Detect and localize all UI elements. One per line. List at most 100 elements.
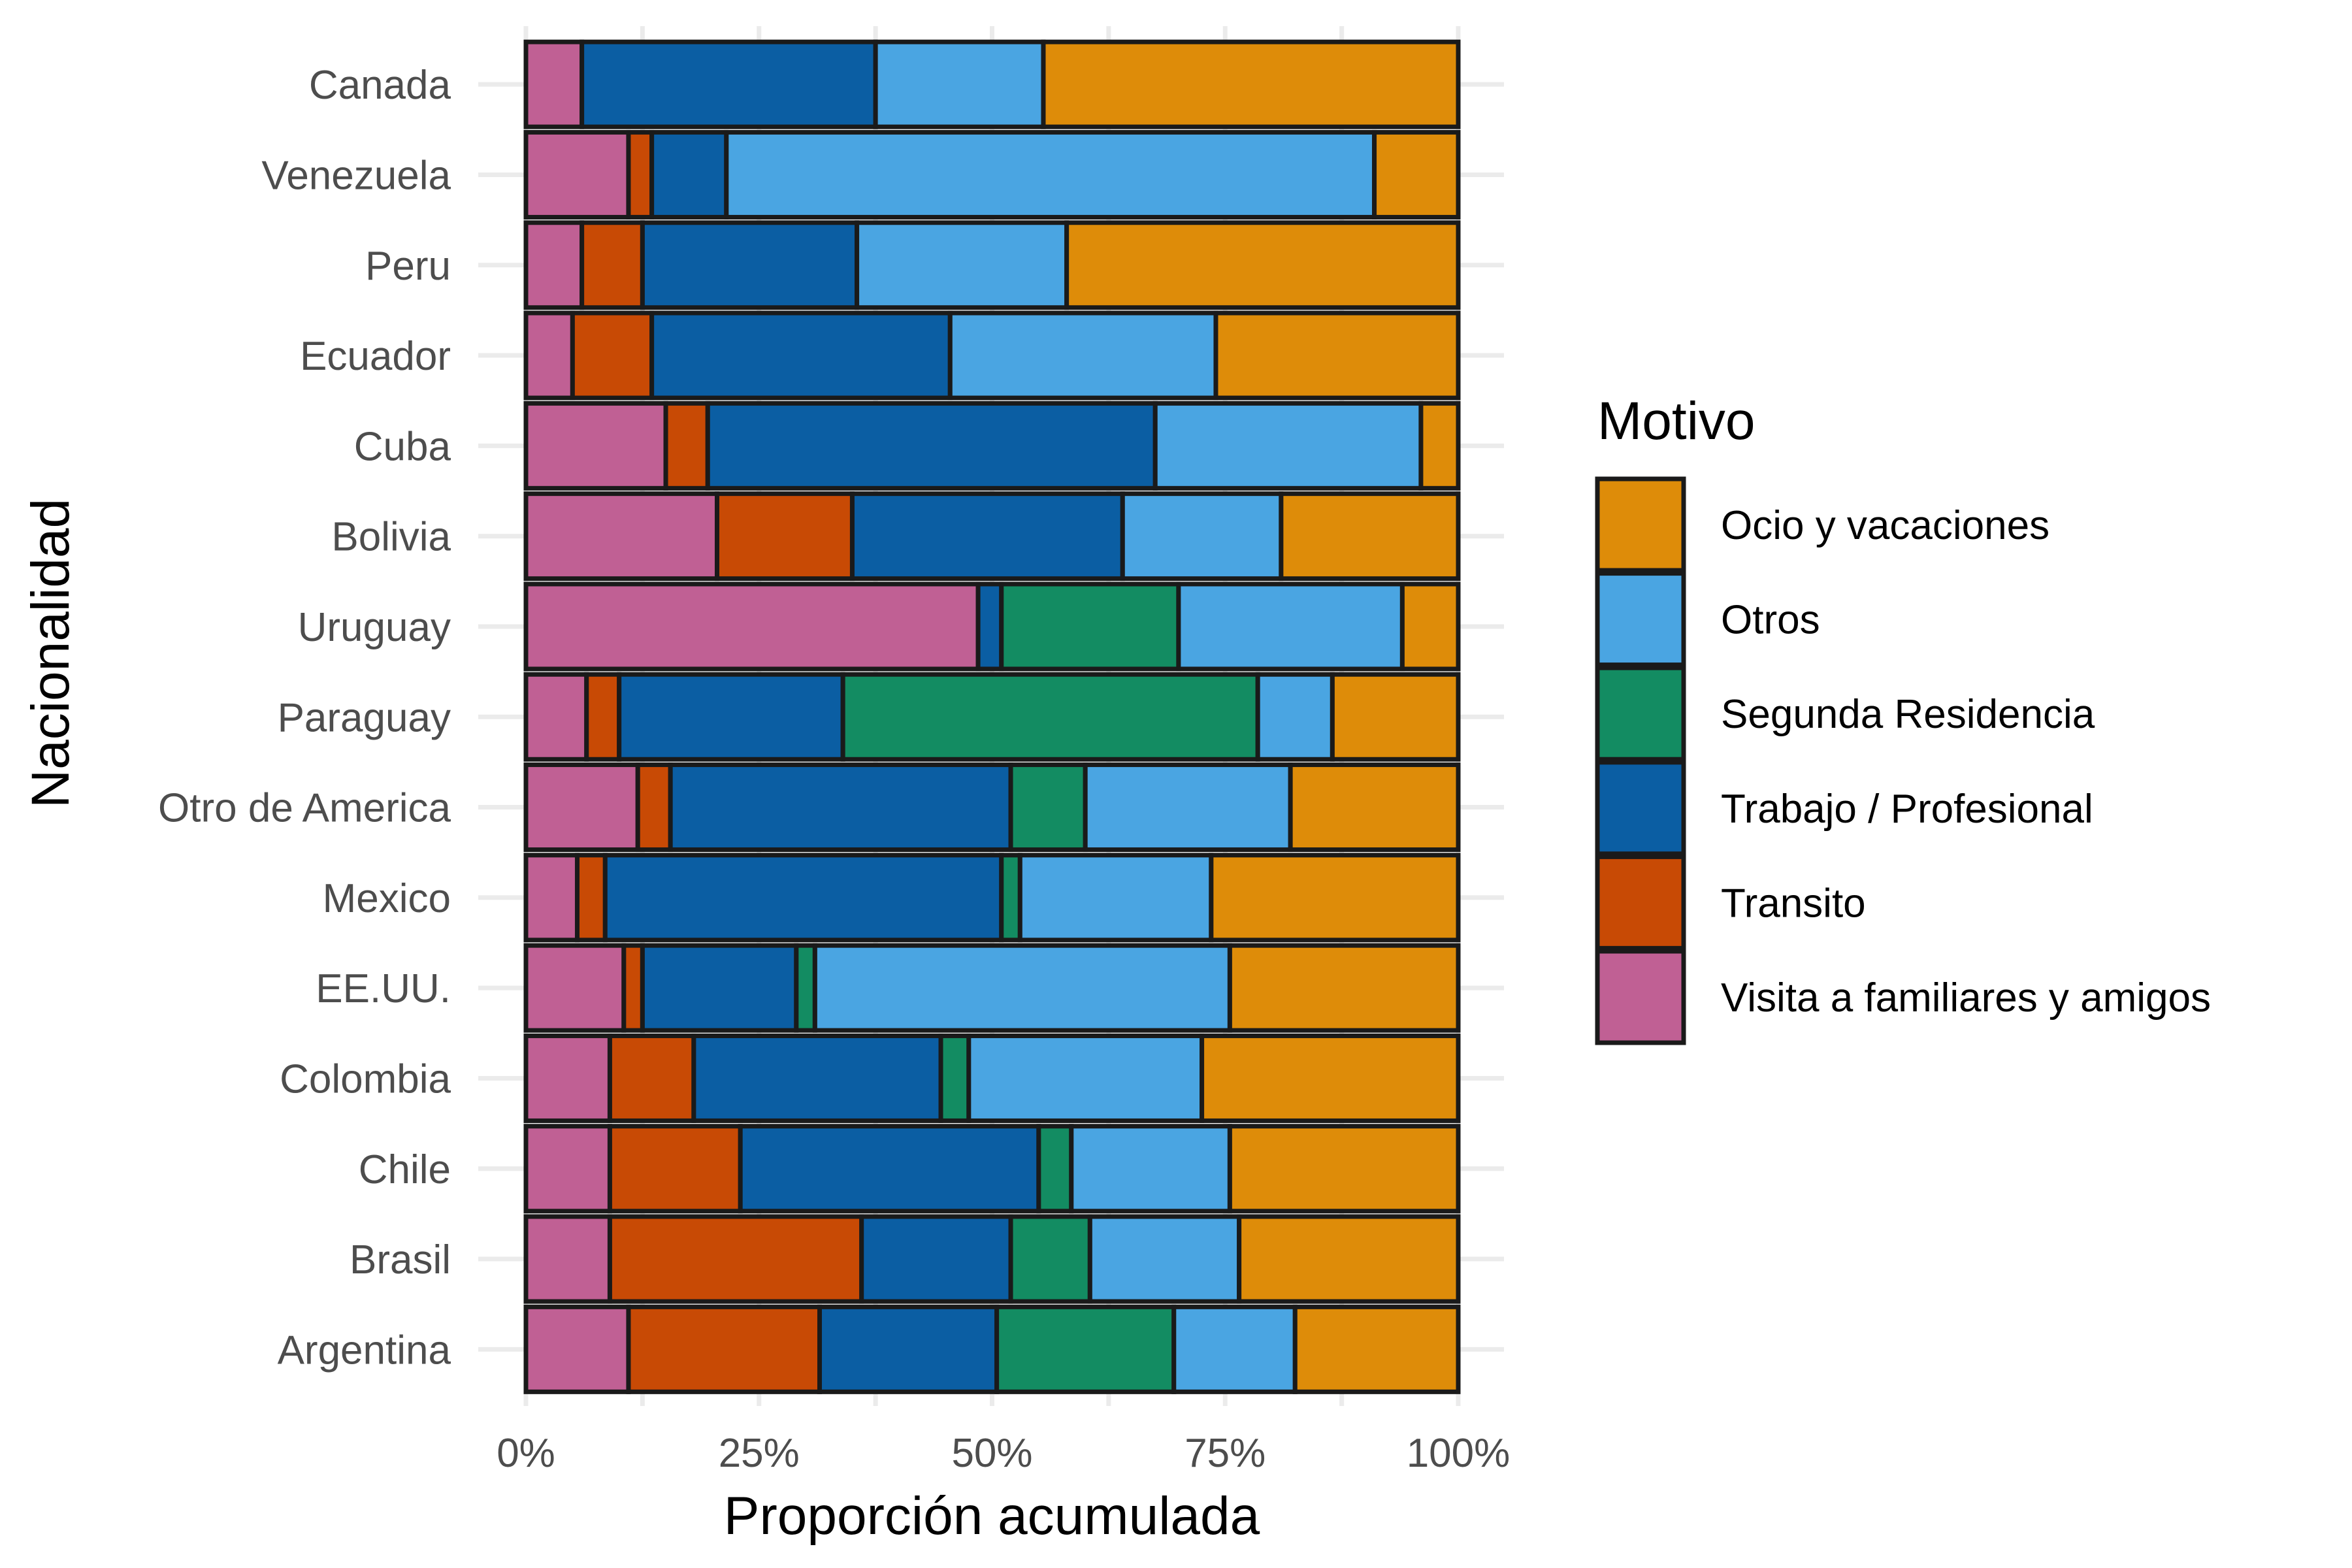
bar-segment: [523, 1033, 612, 1123]
bar-segment: [607, 1033, 696, 1123]
bar-segment: [1292, 1304, 1461, 1394]
bar-segment: [574, 853, 608, 943]
x-tick-label: 25%: [719, 1431, 800, 1476]
bar-segment: [626, 1304, 823, 1394]
y-tick-label: Venezuela: [261, 153, 451, 198]
y-tick-label: Mexico: [323, 876, 451, 921]
bar-segment: [523, 1214, 612, 1304]
bar-segment: [1176, 581, 1405, 672]
bar-segment: [649, 129, 729, 220]
legend: Motivo Ocio y vacaciones Otros Segunda Res…: [1595, 391, 2211, 1045]
bar-segment: [1255, 672, 1335, 762]
bar-segment: [817, 1304, 1000, 1394]
y-tick-label: Otro de America: [158, 786, 451, 831]
bar-segment: [1087, 1214, 1242, 1304]
y-tick-labels: Canada Venezuela Peru Ecuador Cuba Bolivia Uru…: [158, 63, 451, 1373]
bar-segment: [1227, 943, 1461, 1033]
bar-segment: [617, 672, 845, 762]
bar-segment: [621, 943, 645, 1033]
bar-segment: [938, 1033, 972, 1123]
legend-title: Motivo: [1597, 391, 1756, 451]
legend-key: [1595, 949, 1686, 1045]
bar-segment: [584, 672, 622, 762]
bar-segment: [794, 943, 817, 1033]
bar-segment: [523, 129, 631, 220]
y-tick-label: Brasil: [350, 1237, 451, 1282]
bar-segment: [523, 220, 585, 310]
bar-segment: [873, 39, 1046, 129]
bar-segment: [668, 762, 1013, 853]
bar-segment: [523, 762, 640, 853]
bar-segment: [1041, 39, 1461, 129]
bar-segment: [1227, 1124, 1461, 1214]
y-tick-label: Uruguay: [298, 605, 451, 650]
bar-segment: [966, 1033, 1205, 1123]
bar-segment: [607, 1214, 864, 1304]
bar-segment: [1330, 672, 1461, 762]
bar-segment: [1171, 1304, 1298, 1394]
legend-label: Visita a familiares y amigos: [1721, 975, 2211, 1021]
legend-key: [1595, 571, 1686, 668]
bar-segment: [1008, 762, 1088, 853]
bar-segment: [570, 310, 655, 400]
legend-label: Ocio y vacaciones: [1721, 503, 2050, 548]
bar-segment: [523, 581, 981, 672]
bar-segment: [523, 853, 580, 943]
y-tick-label: Ecuador: [300, 334, 451, 379]
bar-segment: [640, 220, 860, 310]
bar-segment: [999, 581, 1181, 672]
legend-label: Transito: [1721, 881, 1866, 926]
bars: [523, 39, 1461, 1394]
bar-segment: [523, 1304, 631, 1394]
bar-segment: [523, 39, 585, 129]
bar-segment: [523, 672, 589, 762]
legend-key: [1595, 476, 1686, 573]
bar-segment: [1152, 400, 1424, 491]
bar-segment: [1209, 853, 1461, 943]
bar-segment: [640, 943, 799, 1033]
bar-segment: [523, 310, 575, 400]
bar-segment: [1008, 1214, 1092, 1304]
bar-segment: [1120, 491, 1284, 581]
bar-segment: [691, 1033, 943, 1123]
legend-key: [1595, 760, 1686, 857]
bar-segment: [1069, 1124, 1232, 1214]
bar-segment: [947, 310, 1218, 400]
bar-segment: [1213, 310, 1461, 400]
legend-key: [1595, 854, 1686, 951]
bar-segment: [663, 400, 710, 491]
bar-segment: [812, 943, 1232, 1033]
bar-segment: [738, 1124, 1041, 1214]
bar-segment: [523, 943, 627, 1033]
bar-segment: [855, 220, 1070, 310]
bar-segment: [626, 129, 655, 220]
y-axis-title: Nacionalidad: [21, 498, 80, 808]
y-tick-label: Colombia: [280, 1056, 451, 1102]
y-tick-label: Peru: [365, 244, 451, 289]
bar-segment: [1288, 762, 1461, 853]
y-tick-label: Argentina: [278, 1328, 451, 1373]
bar-segment: [1036, 1124, 1074, 1214]
bar-segment: [1399, 581, 1461, 672]
bar-segment: [607, 1124, 743, 1214]
legend-label: Otros: [1721, 598, 1820, 643]
y-tick-label: Chile: [359, 1147, 451, 1192]
x-axis-title: Proporción acumulada: [724, 1486, 1260, 1546]
bar-segment: [1237, 1214, 1461, 1304]
x-tick-label: 50%: [951, 1431, 1032, 1476]
legend-label: Segunda Residencia: [1721, 692, 2095, 737]
bar-segment: [1418, 400, 1461, 491]
bar-segment: [580, 39, 878, 129]
bar-segment: [1083, 762, 1293, 853]
y-tick-label: Canada: [309, 63, 451, 108]
bar-segment: [1279, 491, 1461, 581]
bar-segment: [994, 1304, 1177, 1394]
bar-segment: [523, 1124, 612, 1214]
bar-segment: [1064, 220, 1461, 310]
bar-segment: [999, 853, 1022, 943]
y-tick-label: Cuba: [354, 424, 451, 469]
legend-key: [1595, 665, 1686, 762]
bar-segment: [1017, 853, 1214, 943]
x-tick-labels: 0% 25% 50% 75% 100%: [497, 1431, 1510, 1476]
